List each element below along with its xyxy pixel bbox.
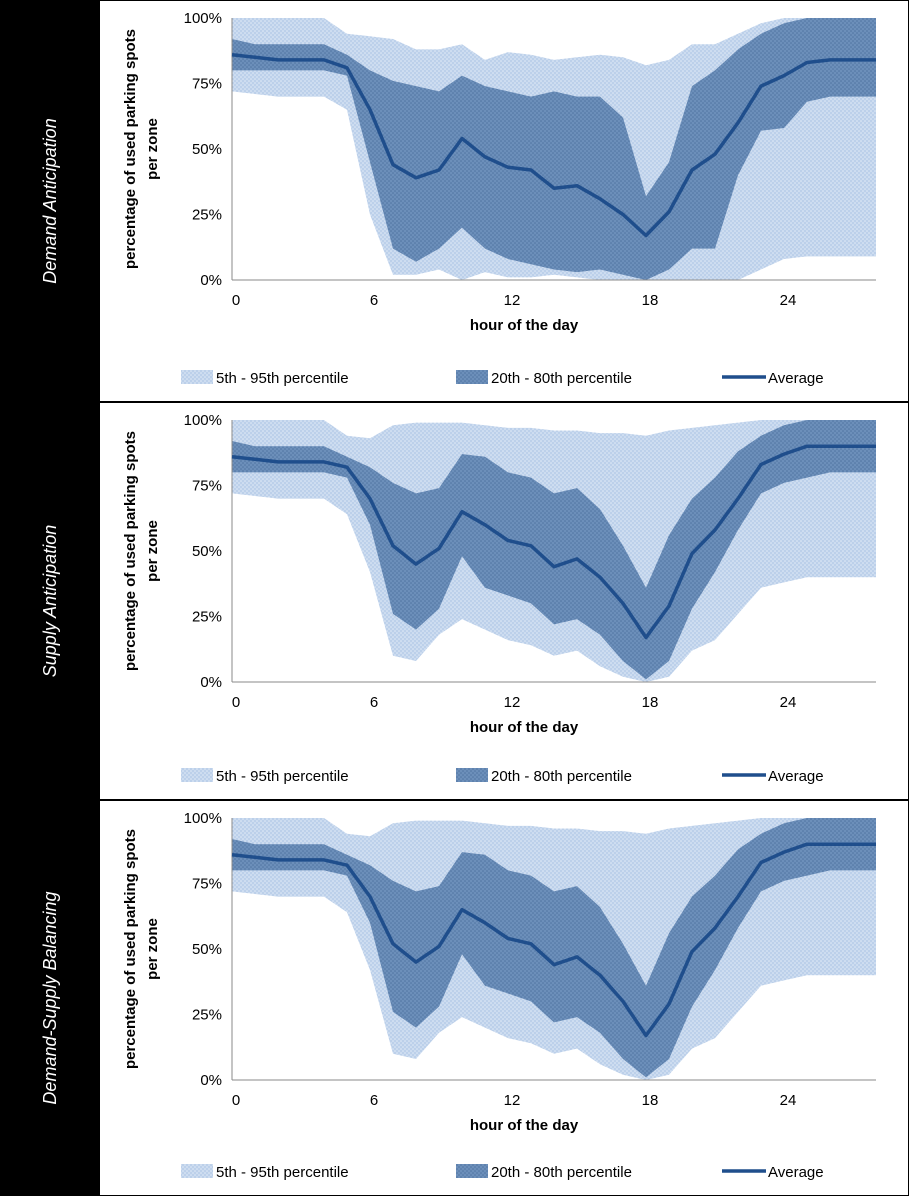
legend-swatch-inner-band xyxy=(456,768,488,782)
panel-label: Demand-Supply Balancing xyxy=(40,891,60,1104)
y-tick-label: 50% xyxy=(192,941,222,958)
legend-swatch-outer-band xyxy=(181,768,213,782)
average-line xyxy=(231,444,876,640)
legend: 5th - 95th percentile 20th - 80th percent… xyxy=(181,370,824,387)
legend-label-outer-band: 5th - 95th percentile xyxy=(216,1164,349,1181)
y-tick-label: 75% xyxy=(192,76,222,93)
legend-label-inner-band: 20th - 80th percentile xyxy=(491,768,632,785)
average-line xyxy=(231,842,876,1038)
legend-label-inner-band: 20th - 80th percentile xyxy=(491,1164,632,1181)
band-20th-80th-percentile xyxy=(232,420,876,680)
x-tick-label: 0 xyxy=(232,1092,240,1109)
y-axis-title-line1: percentage of used parking spots xyxy=(122,29,139,269)
legend-swatch-inner-band xyxy=(456,370,488,384)
side-panel xyxy=(0,402,100,800)
x-tick-label: 6 xyxy=(370,694,378,711)
legend-swatch-inner-band xyxy=(456,1164,488,1178)
band-20th-80th-percentile xyxy=(232,818,876,1078)
panel-label: Demand Anticipation xyxy=(40,118,60,283)
legend: 5th - 95th percentile 20th - 80th percent… xyxy=(181,1164,824,1181)
x-tick-label: 18 xyxy=(642,292,659,309)
y-axis-title-line2: per zone xyxy=(144,918,161,980)
y-axis-title-line1: percentage of used parking spots xyxy=(122,829,139,1069)
x-axis-title: hour of the day xyxy=(470,719,579,736)
x-tick-label: 0 xyxy=(232,694,240,711)
chart-panel-1: Demand Anticipation 0% 25% 50% 75% 100% 0 6 12 18… xyxy=(0,0,909,402)
x-tick-label: 12 xyxy=(504,1092,521,1109)
y-tick-label: 100% xyxy=(184,10,222,27)
x-tick-label: 6 xyxy=(370,1092,378,1109)
x-axis-title: hour of the day xyxy=(470,1117,579,1134)
y-axis-title-line2: per zone xyxy=(144,118,161,180)
x-tick-label: 12 xyxy=(504,292,521,309)
x-tick-label: 18 xyxy=(642,1092,659,1109)
legend-label-outer-band: 5th - 95th percentile xyxy=(216,768,349,785)
y-axis-title-line2: per zone xyxy=(144,520,161,582)
x-tick-label: 6 xyxy=(370,292,378,309)
side-panel xyxy=(0,0,100,402)
side-panel xyxy=(0,800,100,1196)
y-axis-title-line1: percentage of used parking spots xyxy=(122,431,139,671)
y-tick-label: 0% xyxy=(200,674,222,691)
y-tick-label: 100% xyxy=(184,810,222,827)
x-tick-label: 12 xyxy=(504,694,521,711)
x-tick-label: 0 xyxy=(232,292,240,309)
x-tick-label: 18 xyxy=(642,694,659,711)
y-tick-label: 25% xyxy=(192,207,222,224)
y-tick-label: 50% xyxy=(192,543,222,560)
x-tick-label: 24 xyxy=(780,292,797,309)
y-tick-label: 100% xyxy=(184,412,222,429)
band-20th-80th-percentile xyxy=(232,18,876,280)
y-tick-label: 50% xyxy=(192,141,222,158)
x-axis-title: hour of the day xyxy=(470,317,579,334)
y-tick-label: 0% xyxy=(200,1072,222,1089)
legend-label-average: Average xyxy=(768,768,824,785)
legend-swatch-outer-band xyxy=(181,1164,213,1178)
legend-label-inner-band: 20th - 80th percentile xyxy=(491,370,632,387)
legend-label-outer-band: 5th - 95th percentile xyxy=(216,370,349,387)
y-tick-label: 75% xyxy=(192,478,222,495)
y-tick-label: 0% xyxy=(200,272,222,289)
panel-label: Supply Anticipation xyxy=(40,525,60,677)
legend-swatch-outer-band xyxy=(181,370,213,384)
y-tick-label: 75% xyxy=(192,876,222,893)
y-tick-label: 25% xyxy=(192,1007,222,1024)
x-tick-label: 24 xyxy=(780,1092,797,1109)
legend-label-average: Average xyxy=(768,1164,824,1181)
y-tick-label: 25% xyxy=(192,609,222,626)
chart-panel-2: Supply Anticipation 0% 25% 50% 75% 100% 0 6 12 18… xyxy=(0,402,909,800)
x-tick-label: 24 xyxy=(780,694,797,711)
average-line xyxy=(231,52,876,238)
legend-label-average: Average xyxy=(768,370,824,387)
legend: 5th - 95th percentile 20th - 80th percent… xyxy=(181,768,824,785)
chart-panel-3: Demand-Supply Balancing 0% 25% 50% 75% 100% 0 6… xyxy=(0,800,909,1196)
